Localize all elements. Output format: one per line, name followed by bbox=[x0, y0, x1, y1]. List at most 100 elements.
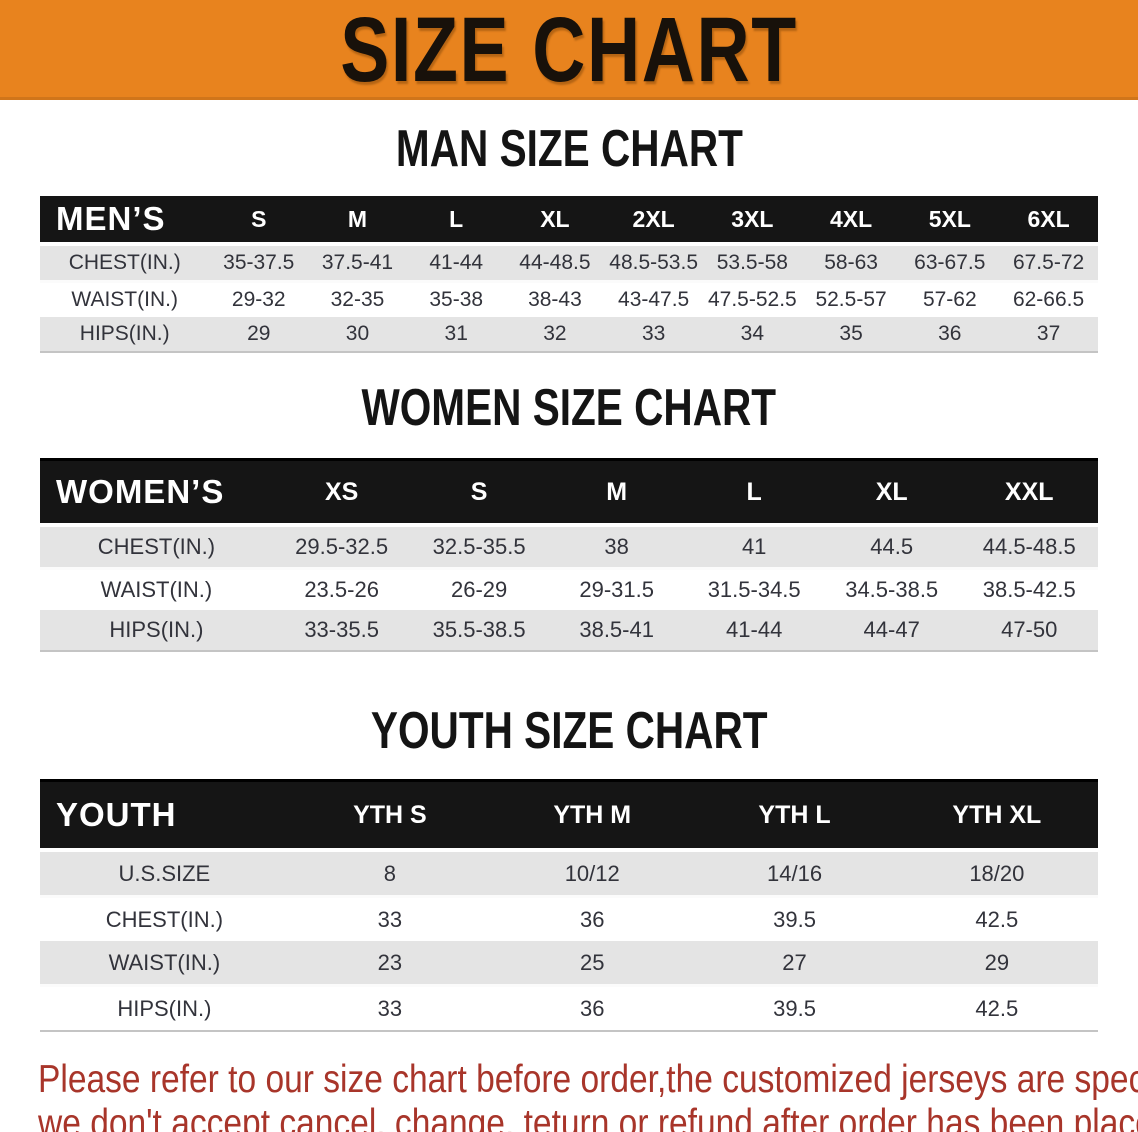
measurement-label: HIPS(IN.) bbox=[40, 610, 273, 652]
measurement-value: 43-47.5 bbox=[604, 281, 703, 317]
measurement-value: 48.5-53.5 bbox=[604, 244, 703, 283]
footer-notice: Please refer to our size chart before or… bbox=[0, 1058, 1138, 1132]
measurement-value: 38.5-41 bbox=[547, 610, 686, 652]
size-column-header: YTH L bbox=[693, 779, 896, 852]
measurement-value: 41 bbox=[685, 525, 823, 570]
men-size-table: MEN’S S M L XL 2XL 3XL 4XL 5XL 6XL CHEST(IN.) 35-… bbox=[40, 196, 1098, 353]
measurement-value: 35-37.5 bbox=[209, 244, 309, 283]
measurement-value: 38-43 bbox=[505, 281, 605, 317]
measurement-label: WAIST(IN.) bbox=[40, 281, 210, 317]
measurement-label: U.S.SIZE bbox=[40, 850, 289, 898]
measurement-value: 36 bbox=[491, 985, 694, 1032]
measurement-value: 36 bbox=[900, 317, 1000, 353]
measurement-value: 32-35 bbox=[308, 281, 407, 317]
size-column-header: L bbox=[406, 196, 506, 246]
measurement-value: 42.5 bbox=[895, 985, 1098, 1032]
size-column-header: YTH S bbox=[288, 779, 492, 852]
measurement-row: HIPS(IN.) 29 30 31 32 33 34 35 36 37 bbox=[40, 317, 1098, 353]
measurement-value: 44.5 bbox=[822, 525, 961, 570]
notice-line-2-text: we don't accept cancel, change, teturn o… bbox=[38, 1102, 1138, 1132]
measurement-value: 32 bbox=[505, 317, 605, 353]
size-column-header: 2XL bbox=[604, 196, 703, 246]
size-column-header: L bbox=[685, 458, 823, 527]
section-women: WOMEN SIZE CHART WOMEN’S XS S M L XL XXL CHES… bbox=[0, 379, 1138, 652]
banner-title: SIZE CHART bbox=[340, 0, 798, 101]
measurement-value: 8 bbox=[288, 850, 492, 898]
measurement-value: 29-31.5 bbox=[547, 568, 686, 610]
measurement-label: CHEST(IN.) bbox=[40, 244, 210, 283]
measurement-value: 42.5 bbox=[895, 896, 1098, 941]
measurement-value: 27 bbox=[693, 941, 896, 987]
measurement-value: 57-62 bbox=[900, 281, 1000, 317]
measurement-row: HIPS(IN.) 33 36 39.5 42.5 bbox=[40, 985, 1098, 1032]
measurement-value: 39.5 bbox=[693, 985, 896, 1032]
youth-group-label: YOUTH bbox=[40, 779, 289, 852]
measurement-value: 25 bbox=[491, 941, 694, 987]
measurement-row: WAIST(IN.) 29-32 32-35 35-38 38-43 43-47.5 47.… bbox=[40, 281, 1098, 317]
size-column-header: XL bbox=[822, 458, 961, 527]
measurement-value: 52.5-57 bbox=[801, 281, 901, 317]
measurement-row: WAIST(IN.) 23.5-26 26-29 29-31.5 31.5-34.5 34… bbox=[40, 568, 1098, 610]
men-heading: MAN SIZE CHART bbox=[0, 120, 1138, 178]
measurement-value: 47-50 bbox=[960, 610, 1098, 652]
measurement-value: 35.5-38.5 bbox=[410, 610, 548, 652]
measurement-value: 31.5-34.5 bbox=[685, 568, 823, 610]
measurement-value: 30 bbox=[308, 317, 407, 353]
measurement-value: 34 bbox=[703, 317, 802, 353]
measurement-row: CHEST(IN.) 35-37.5 37.5-41 41-44 44-48.5 48.5… bbox=[40, 244, 1098, 283]
measurement-value: 34.5-38.5 bbox=[822, 568, 961, 610]
measurement-label: HIPS(IN.) bbox=[40, 985, 289, 1032]
measurement-row: U.S.SIZE 8 10/12 14/16 18/20 bbox=[40, 850, 1098, 898]
measurement-value: 29 bbox=[895, 941, 1098, 987]
men-group-label: MEN’S bbox=[40, 196, 210, 246]
measurement-value: 36 bbox=[491, 896, 694, 941]
women-heading: WOMEN SIZE CHART bbox=[0, 379, 1138, 437]
measurement-label: WAIST(IN.) bbox=[40, 941, 289, 987]
women-heading-text: WOMEN SIZE CHART bbox=[361, 379, 777, 437]
women-size-header-row: WOMEN’S XS S M L XL XXL bbox=[40, 458, 1098, 527]
size-column-header: S bbox=[209, 196, 309, 246]
measurement-value: 31 bbox=[406, 317, 506, 353]
measurement-value: 14/16 bbox=[693, 850, 896, 898]
measurement-row: HIPS(IN.) 33-35.5 35.5-38.5 38.5-41 41-44 44-… bbox=[40, 610, 1098, 652]
measurement-row: CHEST(IN.) 33 36 39.5 42.5 bbox=[40, 896, 1098, 941]
measurement-value: 23.5-26 bbox=[272, 568, 411, 610]
measurement-value: 63-67.5 bbox=[900, 244, 1000, 283]
measurement-value: 18/20 bbox=[895, 850, 1098, 898]
size-column-header: 4XL bbox=[801, 196, 901, 246]
measurement-value: 29.5-32.5 bbox=[272, 525, 411, 570]
section-youth: YOUTH SIZE CHART YOUTH YTH S YTH M YTH L YT… bbox=[0, 705, 1138, 1032]
notice-line-2: we don't accept cancel, change, teturn o… bbox=[38, 1102, 1138, 1132]
measurement-value: 32.5-35.5 bbox=[410, 525, 548, 570]
size-column-header: M bbox=[308, 196, 407, 246]
measurement-label: HIPS(IN.) bbox=[40, 317, 210, 353]
measurement-value: 37 bbox=[999, 317, 1098, 353]
measurement-value: 35-38 bbox=[406, 281, 506, 317]
notice-line-1-text: Please refer to our size chart before or… bbox=[38, 1058, 1138, 1101]
measurement-value: 37.5-41 bbox=[308, 244, 407, 283]
measurement-row: WAIST(IN.) 23 25 27 29 bbox=[40, 941, 1098, 987]
section-men: MAN SIZE CHART MEN’S S M L XL 2XL 3XL 4XL 5XL 6X… bbox=[0, 120, 1138, 353]
size-column-header: YTH XL bbox=[895, 779, 1098, 852]
youth-size-header-row: YOUTH YTH S YTH M YTH L YTH XL bbox=[40, 779, 1098, 852]
men-heading-text: MAN SIZE CHART bbox=[395, 120, 743, 178]
measurement-value: 33 bbox=[288, 985, 492, 1032]
measurement-value: 39.5 bbox=[693, 896, 896, 941]
size-column-header: 5XL bbox=[900, 196, 1000, 246]
youth-size-table: YOUTH YTH S YTH M YTH L YTH XL U.S.SIZE 8 10/… bbox=[40, 779, 1098, 1032]
men-size-header-row: MEN’S S M L XL 2XL 3XL 4XL 5XL 6XL bbox=[40, 196, 1098, 246]
measurement-value: 62-66.5 bbox=[999, 281, 1098, 317]
measurement-value: 35 bbox=[801, 317, 901, 353]
youth-heading: YOUTH SIZE CHART bbox=[0, 705, 1138, 757]
measurement-value: 67.5-72 bbox=[999, 244, 1098, 283]
measurement-value: 29 bbox=[209, 317, 309, 353]
size-column-header: 6XL bbox=[999, 196, 1098, 246]
measurement-value: 29-32 bbox=[209, 281, 309, 317]
measurement-value: 44-47 bbox=[822, 610, 961, 652]
measurement-label: WAIST(IN.) bbox=[40, 568, 273, 610]
measurement-value: 44.5-48.5 bbox=[960, 525, 1098, 570]
size-column-header: 3XL bbox=[703, 196, 802, 246]
measurement-value: 58-63 bbox=[801, 244, 901, 283]
measurement-value: 33 bbox=[604, 317, 703, 353]
